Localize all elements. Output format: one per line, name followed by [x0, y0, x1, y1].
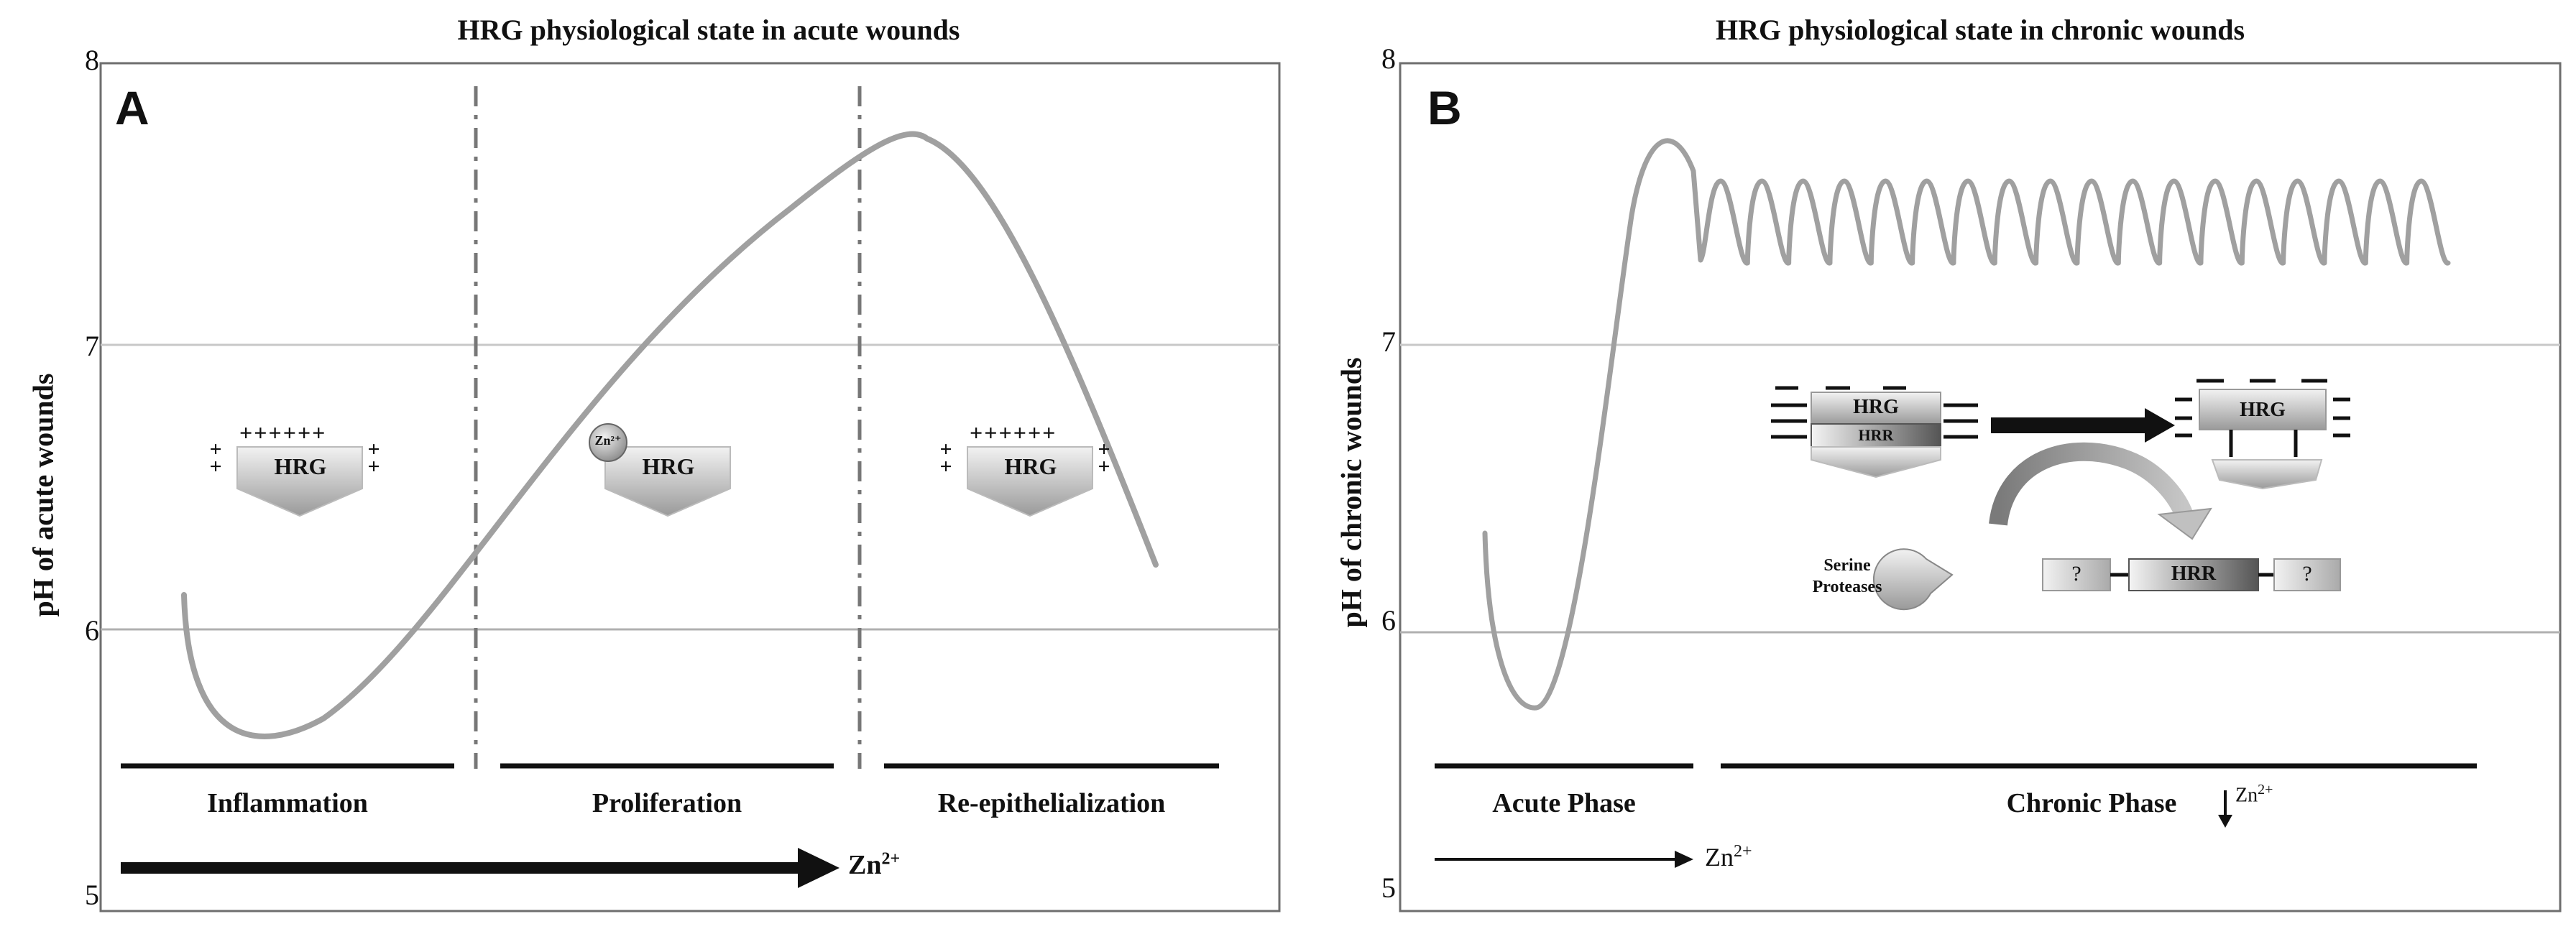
- panel-a-hrg-shield-reepithelialization: [967, 446, 1093, 517]
- panel-b-zn-label: Zn2+: [1705, 842, 1752, 872]
- panel-b-tick-5: 5: [1381, 872, 1396, 904]
- panel-a-charge-row-3: ++++++: [970, 420, 1057, 445]
- panel-a-charge-right-3: + +: [1098, 438, 1110, 479]
- panel-b-zn-arrow-head: [1675, 851, 1693, 868]
- panel-a-phase-label-proliferation: Proliferation: [592, 788, 742, 818]
- panel-a-tick-8: 8: [85, 44, 99, 76]
- panel-b-chronic-zn-label: Zn2+: [2235, 782, 2273, 807]
- panel-a-hrg-shield-inflammation: [236, 446, 363, 517]
- zn-decrease-arrow-head: [2218, 815, 2232, 828]
- cleaved-hrg-label: HRG: [2240, 399, 2286, 421]
- panel-a-phase-label-reepithelialization: Re-epithelialization: [937, 788, 1166, 818]
- zn-ion-label: Zn²⁺: [594, 433, 622, 448]
- intact-hrg-molecule: [1771, 386, 1978, 479]
- panel-a-hrg-label-3: HRG: [1004, 453, 1057, 479]
- panel-b-tick-8: 8: [1381, 42, 1396, 75]
- panel-b-phase-label-chronic: Chronic Phase: [2006, 788, 2177, 818]
- panel-a-tick-7: 7: [85, 330, 99, 362]
- panel-a-charge-row-1: ++++++: [239, 420, 327, 445]
- panel-a-zn-label: Zn2+: [848, 849, 901, 880]
- panel-b-ph-curve: [1482, 138, 2451, 711]
- cleaved-hrg-molecule: [2175, 379, 2350, 490]
- panel-a-tick-5: 5: [85, 879, 99, 911]
- panel-a-zn-arrow-head: [798, 848, 840, 888]
- hrr-fragment-label: HRR: [2171, 563, 2217, 585]
- cleavage-arrow-head: [2145, 408, 2175, 443]
- panel-a-charge-left-3: + +: [939, 438, 952, 479]
- curved-cleavage-arrow-head: [2157, 507, 2212, 540]
- panel-b-frame: [1399, 62, 2562, 912]
- hrr-fragment-row: [2042, 558, 2341, 591]
- panel-a-tick-6: 6: [85, 614, 99, 647]
- panel-b-letter: B: [1427, 81, 1462, 134]
- intact-hrr-label: HRR: [1858, 426, 1894, 444]
- panel-a-ph-curve: [181, 131, 1159, 739]
- zn-ion-icon: [589, 423, 627, 462]
- panel-a-charge-left-1: + +: [209, 438, 222, 479]
- panel-b-tick-7: 7: [1381, 325, 1396, 358]
- serine-proteases-label: Serine Proteases: [1812, 556, 1882, 596]
- unknown-fragment-right-label: ?: [2302, 562, 2312, 586]
- panel-b-tick-6: 6: [1381, 604, 1396, 637]
- panel-a-hrg-shield-proliferation: [589, 423, 731, 517]
- panel-a-title: HRG physiological state in acute wounds: [457, 14, 960, 46]
- panel-b-phase-label-acute: Acute Phase: [1492, 788, 1636, 818]
- intact-hrg-label: HRG: [1853, 396, 1899, 418]
- panel-a-hrg-label-2: HRG: [642, 453, 695, 479]
- panel-a-letter: A: [115, 81, 150, 134]
- unknown-fragment-left-label: ?: [2071, 562, 2082, 586]
- serine-protease-icon: [1872, 548, 1954, 611]
- panel-a-charge-right-1: + +: [367, 438, 380, 479]
- panel-a-hrg-label-1: HRG: [274, 453, 327, 479]
- curved-cleavage-arrow: [1989, 442, 2194, 526]
- panel-a-phase-label-inflammation: Inflammation: [207, 788, 368, 818]
- panel-b-title: HRG physiological state in chronic wound…: [1715, 14, 2245, 46]
- panel-b-y-axis-label: pH of chronic wounds: [1335, 357, 1368, 628]
- panel-a-frame: [99, 62, 1281, 912]
